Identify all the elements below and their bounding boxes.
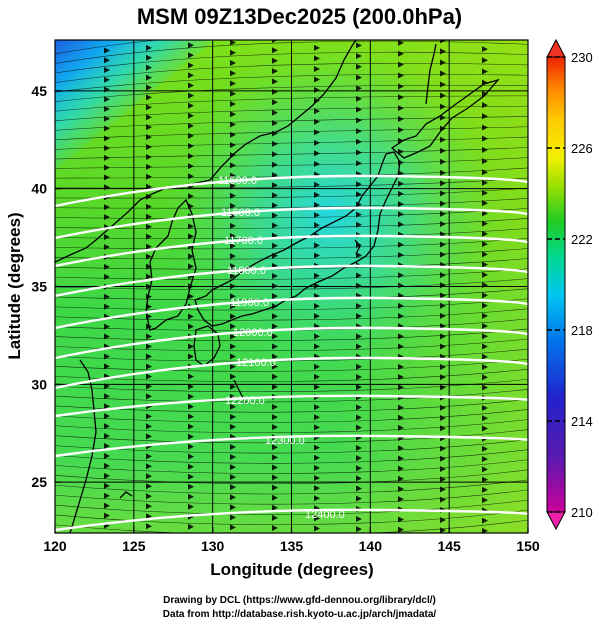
x-tick-label: 135 <box>280 538 304 554</box>
height-contour-line <box>55 174 528 208</box>
x-tick-label: 130 <box>201 538 225 554</box>
contour-label: 11900.0 <box>230 297 269 309</box>
x-axis-label: Longitude (degrees) <box>210 560 373 579</box>
colorbar-tick-label: 222 <box>571 232 593 247</box>
colorbar-max-arrow <box>546 38 566 58</box>
contour-label: 11600.0 <box>221 207 260 219</box>
contour-label: 12300.0 <box>265 435 305 447</box>
y-tick-label: 45 <box>31 83 47 99</box>
y-axis-label: Latitude (degrees) <box>5 212 24 359</box>
colorbar-tick-label: 214 <box>571 414 593 429</box>
contour-label: 12000.0 <box>233 327 273 339</box>
height-contour-line <box>55 326 528 360</box>
x-axis: 120 125 130 135 140 145 150 <box>43 527 540 554</box>
x-tick-label: 125 <box>122 538 146 554</box>
contour-label: 12400.0 <box>305 509 345 521</box>
contour-label: 12200.0 <box>225 395 265 407</box>
credit-drawing: Drawing by DCL (https://www.gfd-dennou.o… <box>163 595 436 606</box>
contour-label: 11700.0 <box>224 235 263 247</box>
contour-label: 11500.0 <box>218 175 257 187</box>
colorbar-tick-label: 218 <box>571 323 593 338</box>
colorbar-tick-label: 226 <box>571 141 593 156</box>
x-tick-label: 120 <box>43 538 67 554</box>
contour-label: 11800.0 <box>227 265 266 277</box>
x-tick-label: 140 <box>359 538 383 554</box>
height-contour-line <box>55 206 528 240</box>
y-tick-label: 35 <box>31 279 47 295</box>
contour-label: 12100.0 <box>236 357 276 369</box>
height-contour-line <box>55 508 528 532</box>
colorbar-tick-label: 230 <box>571 50 593 65</box>
height-contour-line <box>55 356 528 390</box>
credits: Drawing by DCL (https://www.gfd-dennou.o… <box>0 594 599 622</box>
height-contour-line <box>55 434 528 458</box>
y-axis: 25 30 35 40 45 <box>31 83 61 490</box>
colorbar: 210 214 218 222 226 230 <box>546 38 593 531</box>
height-contour-line <box>55 264 528 298</box>
y-tick-label: 30 <box>31 376 47 392</box>
y-tick-label: 40 <box>31 181 47 197</box>
height-contours: 11500.0 11600.0 11700.0 11800.0 11900.0 12000… <box>55 174 528 532</box>
height-contour-line <box>55 296 528 330</box>
height-contour-line <box>55 234 528 268</box>
x-tick-label: 145 <box>437 538 461 554</box>
colorbar-tick-label: 210 <box>571 505 593 520</box>
wind-vectors <box>55 40 528 533</box>
x-tick-label: 150 <box>516 538 540 554</box>
y-tick-label: 25 <box>31 474 47 490</box>
credit-data: Data from http://database.rish.kyoto-u.a… <box>162 609 437 620</box>
lat-lon-grid <box>55 40 528 533</box>
colorbar-min-arrow <box>546 511 566 531</box>
map-title: MSM 09Z13Dec2025 (200.0hPa) <box>136 4 463 29</box>
height-contour-line <box>55 394 528 418</box>
